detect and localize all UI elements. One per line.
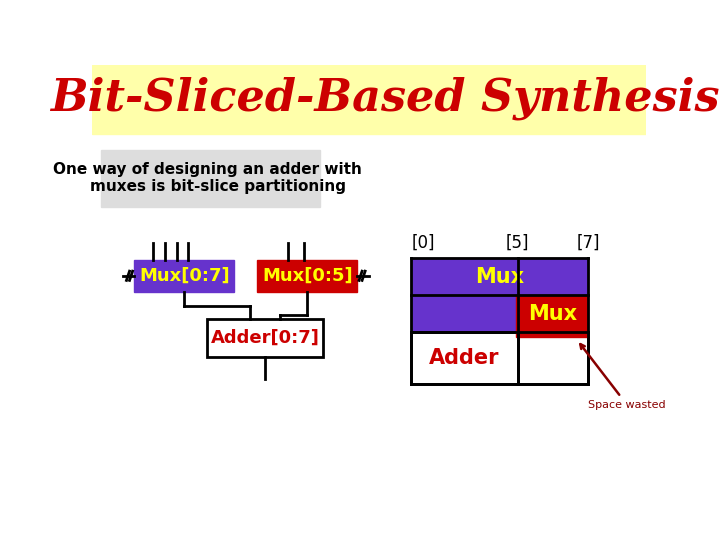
Text: Mux: Mux <box>475 267 524 287</box>
Bar <box>516 295 588 336</box>
Bar <box>207 319 323 357</box>
Text: One way of designing an adder with
    muxes is bit-slice partitioning: One way of designing an adder with muxes… <box>53 162 361 194</box>
Bar <box>411 332 588 384</box>
Text: Adder[0:7]: Adder[0:7] <box>211 329 320 347</box>
Bar <box>257 260 357 292</box>
Text: Bit-Sliced-Based Synthesis: Bit-Sliced-Based Synthesis <box>50 76 719 120</box>
Bar <box>101 150 320 207</box>
Text: Mux: Mux <box>528 303 577 323</box>
Bar <box>134 260 234 292</box>
Bar <box>411 295 518 332</box>
Text: Mux[0:5]: Mux[0:5] <box>262 267 353 285</box>
Text: [5]: [5] <box>506 234 529 252</box>
Text: [7]: [7] <box>577 234 600 252</box>
Text: Adder: Adder <box>429 348 500 368</box>
Bar <box>92 65 647 134</box>
Text: [0]: [0] <box>411 234 435 252</box>
Bar <box>411 258 588 295</box>
Text: Space wasted: Space wasted <box>580 344 666 410</box>
Text: Mux[0:7]: Mux[0:7] <box>139 267 230 285</box>
